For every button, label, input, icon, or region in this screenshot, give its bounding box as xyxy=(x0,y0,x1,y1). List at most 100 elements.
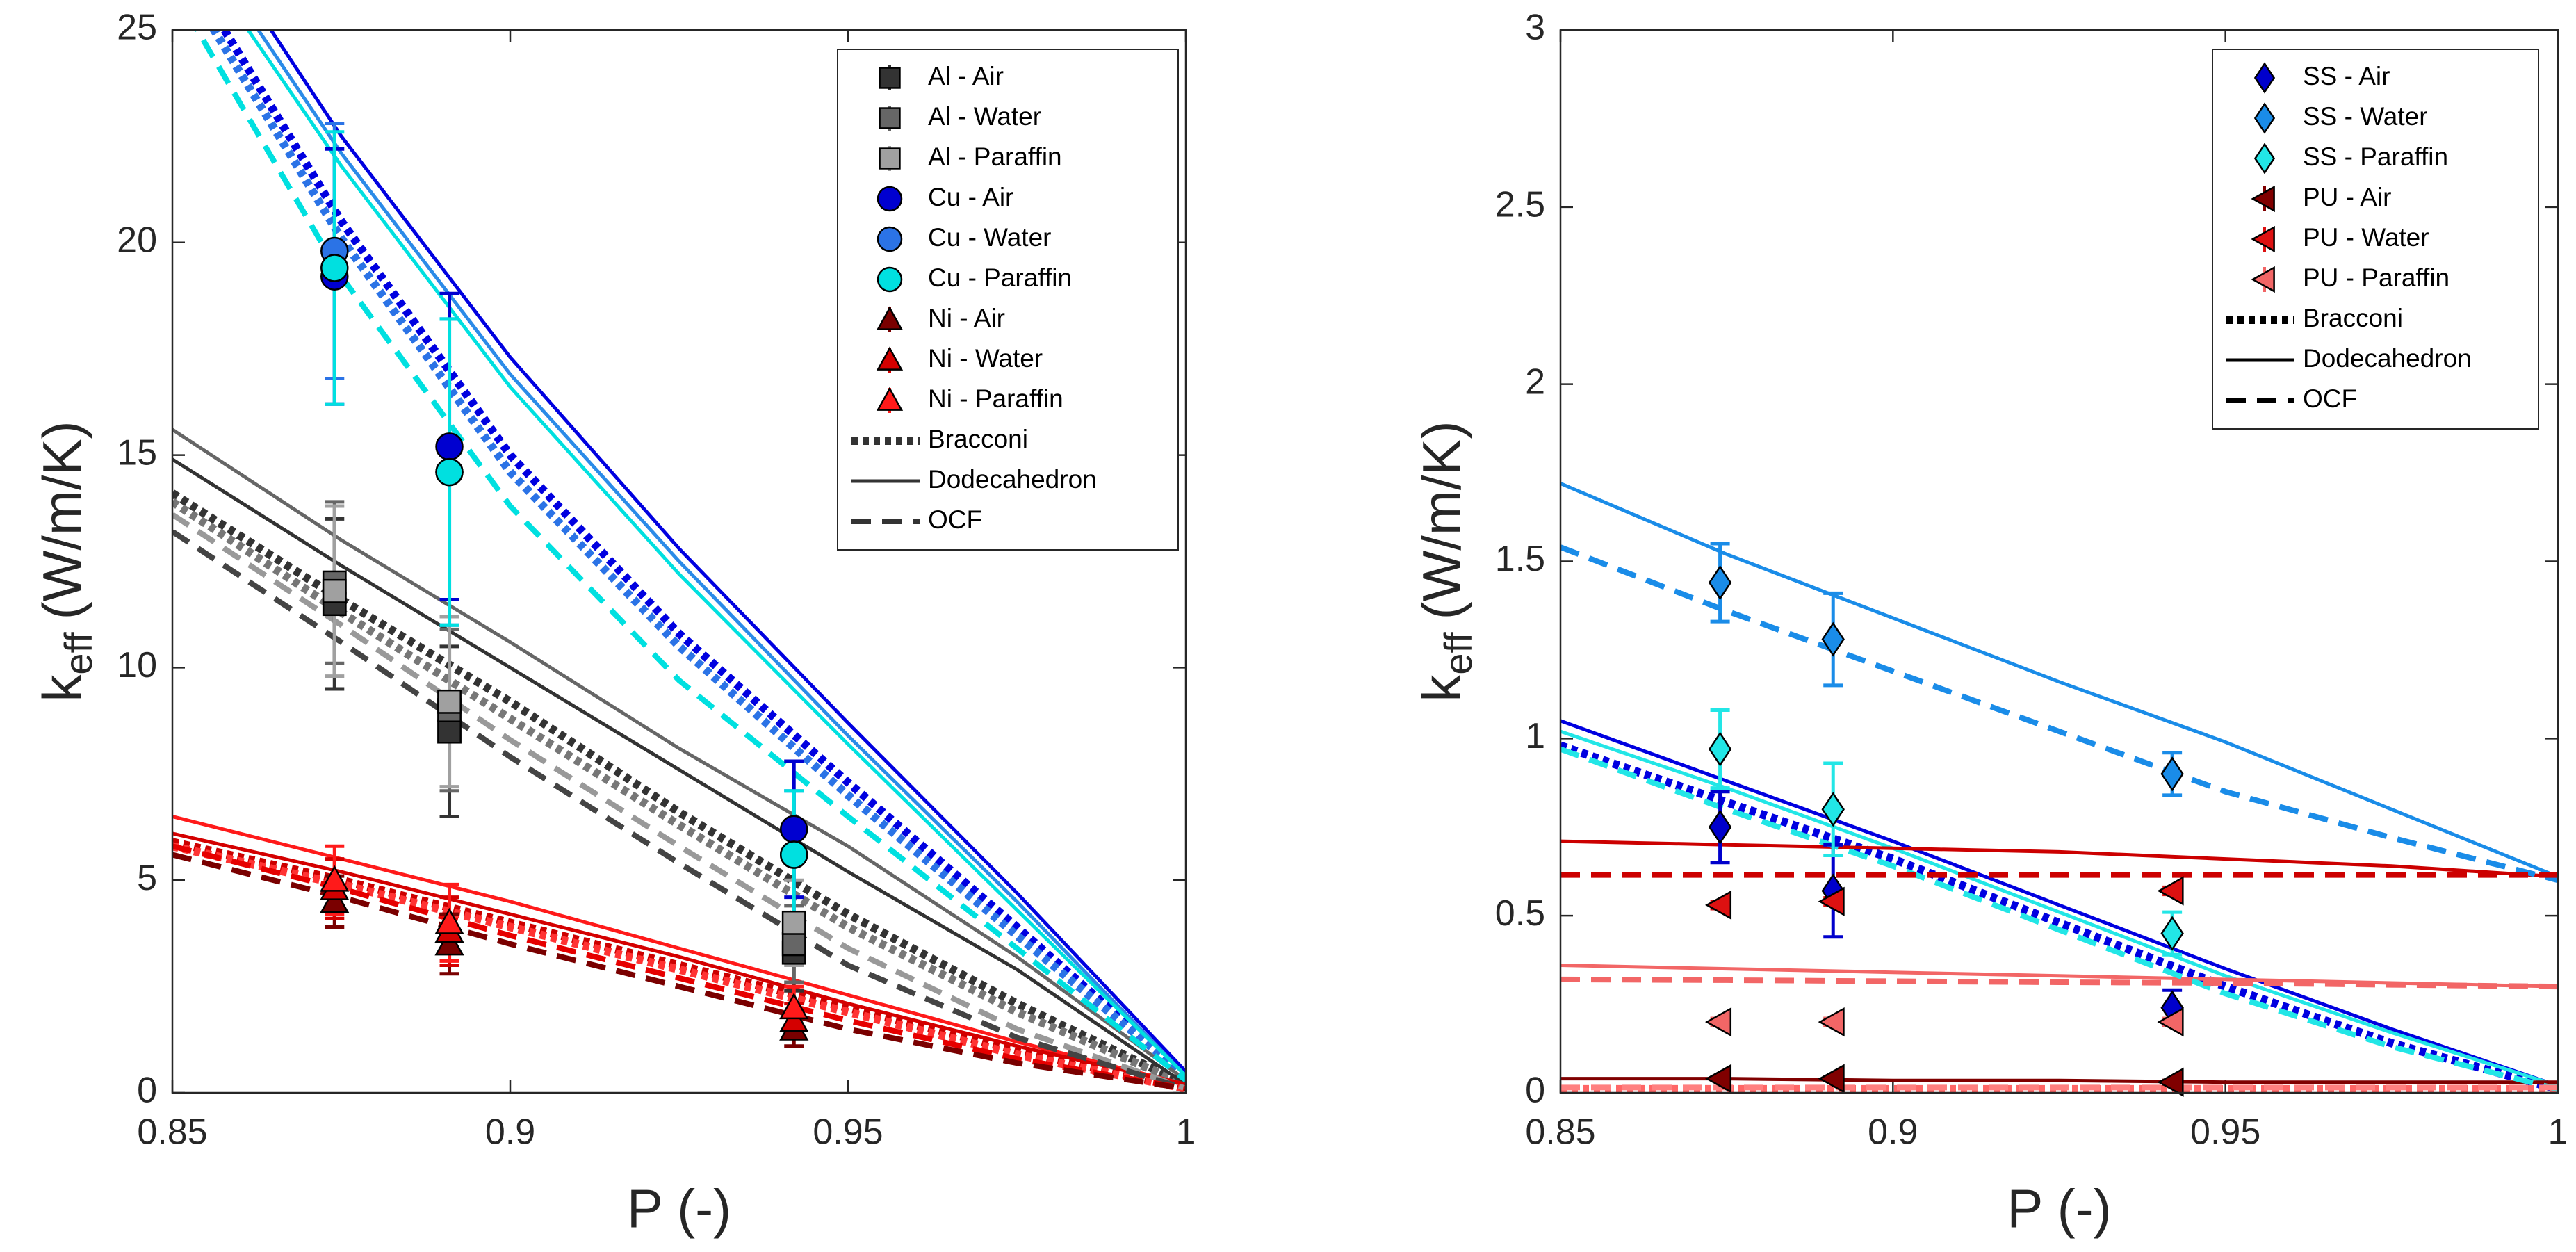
legend-marker xyxy=(877,186,903,212)
y-tick-label: 1.5 xyxy=(1495,539,1545,579)
legend-marker xyxy=(877,226,903,252)
marker xyxy=(434,907,464,934)
y-tick-label: 0.5 xyxy=(1495,893,1545,934)
markers xyxy=(320,236,809,1041)
legend-label: PU - Paraffin xyxy=(2303,263,2449,292)
marker xyxy=(781,932,806,957)
y-label-unit: (W/m/K) xyxy=(1411,421,1472,619)
y-tick-label: 0 xyxy=(1525,1071,1545,1111)
y-axis-label: keff (W/m/K) xyxy=(31,421,100,701)
legend-marker xyxy=(2251,185,2275,213)
model-curve xyxy=(172,843,1186,1091)
marker xyxy=(1708,565,1732,601)
marker xyxy=(1818,1007,1845,1037)
legend-label: PU - Air xyxy=(2303,183,2391,211)
legend-label: SS - Air xyxy=(2303,62,2390,90)
legend-marker xyxy=(876,346,904,371)
legend-label: OCF xyxy=(928,505,982,534)
y-label-subscript: eff xyxy=(56,632,100,675)
marker xyxy=(1708,809,1732,845)
model-curve xyxy=(245,30,1186,1078)
axes-box xyxy=(1559,29,2559,1094)
marker xyxy=(779,815,808,844)
x-tick-label: 0.85 xyxy=(1525,1112,1595,1153)
x-tick-label: 0.95 xyxy=(813,1112,883,1153)
model-curve xyxy=(1560,746,2558,1092)
y-tick-label: 5 xyxy=(137,858,157,898)
legend-label: Al - Paraffin xyxy=(928,143,1062,171)
model-curve xyxy=(1560,544,2558,884)
legend-marker xyxy=(2253,62,2276,94)
model-curve xyxy=(268,30,1186,1073)
legend-marker xyxy=(879,147,901,170)
model-curve xyxy=(1560,482,2558,879)
legend-label: Ni - Water xyxy=(928,344,1043,373)
y-tick-label: 0 xyxy=(137,1071,157,1111)
model-curve xyxy=(172,842,1186,1093)
model-curve xyxy=(172,838,1186,1093)
legend-marker xyxy=(2251,266,2275,293)
marker xyxy=(437,719,462,744)
marker xyxy=(1821,621,1845,657)
marker xyxy=(320,865,350,892)
marker xyxy=(779,993,809,1020)
legend-box xyxy=(837,49,1179,551)
y-tick-label: 2.5 xyxy=(1495,185,1545,225)
model-curve xyxy=(1560,719,2558,1088)
markers xyxy=(1705,565,2184,1097)
model-curve xyxy=(172,815,1186,1087)
model-curve xyxy=(172,512,1186,1091)
marker xyxy=(2157,1067,2184,1097)
y-tick-label: 1 xyxy=(1525,716,1545,756)
y-tick-label: 25 xyxy=(117,8,157,48)
y-axis-label: keff (W/m/K) xyxy=(1411,421,1480,701)
y-label-unit: (W/m/K) xyxy=(31,421,92,619)
legend-label: Al - Air xyxy=(928,62,1004,90)
legend-label: Bracconi xyxy=(2303,304,2403,332)
model-curve xyxy=(172,457,1186,1086)
marker xyxy=(1818,1064,1845,1094)
model-curve xyxy=(1560,839,2558,879)
legend: SS - Air SS - Water SS - Paraffin PU - Air P… xyxy=(2212,49,2539,430)
legend-marker xyxy=(2251,225,2275,253)
x-tick-label: 1 xyxy=(2548,1112,2568,1153)
panel: 0.85 0.9 0.95 1 0 0.5 1 1.5 2 2.5 3 P (-) keff (W/m/K… xyxy=(1411,8,2568,1239)
model-curve xyxy=(172,831,1186,1087)
legend-marker xyxy=(2253,143,2276,174)
model-curve xyxy=(209,30,1186,1080)
marker xyxy=(1705,1064,1732,1094)
marker xyxy=(2160,916,2184,951)
model-curve xyxy=(1560,741,2558,1093)
marker xyxy=(1821,792,1845,827)
y-tick-label: 20 xyxy=(117,220,157,261)
marker xyxy=(781,910,806,935)
legend-label: Dodecahedron xyxy=(928,465,1097,494)
legend-label: Ni - Paraffin xyxy=(928,384,1063,413)
model-curve xyxy=(1560,729,2558,1088)
marker xyxy=(2157,876,2184,906)
x-axis-label: P (-) xyxy=(627,1178,731,1239)
legend-marker xyxy=(876,387,904,411)
error-bars xyxy=(325,122,804,1048)
legend-label: SS - Water xyxy=(2303,102,2428,131)
axes-box xyxy=(171,29,1187,1094)
model-curve xyxy=(219,30,1186,1080)
error-bars xyxy=(1710,542,2183,1086)
model-curve xyxy=(1560,976,2558,990)
marker xyxy=(322,578,347,603)
model-curve xyxy=(194,30,1186,1082)
marker xyxy=(2160,756,2184,792)
model-curve xyxy=(256,30,1186,1078)
legend-label: Cu - Paraffin xyxy=(928,263,1072,292)
y-label-symbol: k xyxy=(1411,674,1472,702)
model-curve xyxy=(172,852,1186,1091)
legend-label: OCF xyxy=(2303,384,2357,413)
legend-label: Al - Water xyxy=(928,102,1041,131)
legend-label: Ni - Air xyxy=(928,304,1005,332)
x-tick-label: 0.9 xyxy=(485,1112,535,1153)
legend-label: Bracconi xyxy=(928,425,1028,453)
x-tick-label: 0.95 xyxy=(2190,1112,2260,1153)
marker xyxy=(320,254,349,282)
x-tick-label: 0.85 xyxy=(137,1112,207,1153)
y-tick-label: 2 xyxy=(1525,361,1545,402)
